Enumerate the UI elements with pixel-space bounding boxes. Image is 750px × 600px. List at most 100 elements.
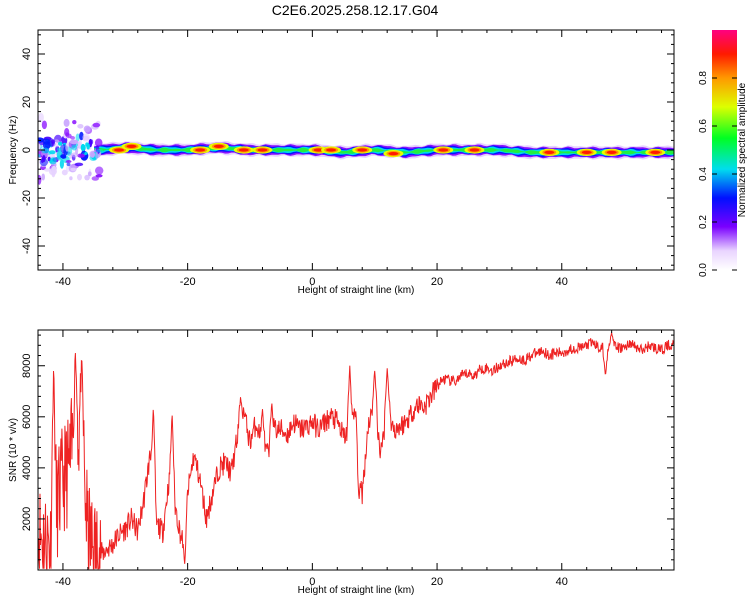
noise-blob xyxy=(75,133,80,142)
x-tick-label: -20 xyxy=(180,576,196,588)
noise-blob xyxy=(59,159,64,169)
noise-blob xyxy=(69,139,79,145)
x-tick-label: 20 xyxy=(431,576,443,588)
noise-blob xyxy=(66,162,71,167)
noise-blob xyxy=(92,122,101,128)
spectrogram-ticks: -40 -20 0 20 40 -40 -20 0 20 40 xyxy=(21,30,674,288)
ridge-peak xyxy=(213,144,224,148)
y-tick-label: 0 xyxy=(21,147,33,153)
y-tick-label: 2000 xyxy=(21,507,33,531)
noise-blob xyxy=(95,166,104,175)
ridge-peak xyxy=(650,150,661,154)
ridge-peak xyxy=(326,148,337,152)
noise-blob xyxy=(87,171,92,177)
x-tick-label: -40 xyxy=(55,276,71,288)
noise-blob xyxy=(69,176,73,181)
noise-blob xyxy=(65,143,69,152)
y-tick-label: -40 xyxy=(21,238,33,254)
x-tick-label: 0 xyxy=(309,576,315,588)
ridge-peak xyxy=(357,148,368,152)
noise-blob xyxy=(38,143,41,150)
noise-blob xyxy=(96,149,104,153)
noise-blob xyxy=(41,147,50,154)
noise-blob xyxy=(70,136,75,140)
noise-blob xyxy=(58,141,63,146)
noise-blob xyxy=(61,169,68,176)
colorbar-tick-label: 0.2 xyxy=(698,215,709,229)
ridge-peak xyxy=(469,148,480,152)
x-tick-label: -40 xyxy=(55,576,71,588)
snr-ticks: -40 -20 0 20 40 2000 4000 6000 8000 xyxy=(21,330,674,588)
x-tick-label: 40 xyxy=(556,276,568,288)
noise-blob xyxy=(77,173,82,181)
spectrogram-y-axis-label: Frequency (Hz) xyxy=(8,116,19,185)
colorbar-tick-label: 0.0 xyxy=(698,263,709,277)
noise-blob xyxy=(94,138,103,147)
noise-blob xyxy=(80,143,86,152)
x-tick-label: 20 xyxy=(431,276,443,288)
x-tick-label: 40 xyxy=(556,576,568,588)
noise-blob xyxy=(84,174,90,181)
ridge-peak xyxy=(195,148,206,152)
noise-blob xyxy=(38,112,44,123)
ridge-peak xyxy=(606,150,617,154)
ridge-peak xyxy=(238,148,249,152)
colorbar-tick-label: 0.6 xyxy=(698,119,709,133)
colorbar-ticks: 0.0 0.2 0.4 0.6 0.8 xyxy=(698,71,737,277)
colorbar-label: Normalized spectral amplitude xyxy=(737,82,748,217)
noise-blob xyxy=(71,144,78,151)
snr-series-line xyxy=(38,332,674,570)
x-tick-label: -20 xyxy=(180,276,196,288)
noise-blob xyxy=(50,139,56,145)
ridge-peak xyxy=(438,148,449,152)
noise-blob xyxy=(83,125,91,133)
snr-panel: -40 -20 0 20 40 2000 4000 6000 8000 Height of st… xyxy=(8,329,675,596)
y-tick-label: 20 xyxy=(21,96,33,108)
ridge-peak xyxy=(581,150,592,154)
noise-blob xyxy=(72,120,77,125)
snr-y-axis-label: SNR (10 * v/v) xyxy=(8,418,19,482)
noise-blob xyxy=(49,157,57,165)
noise-blob xyxy=(38,174,42,185)
y-tick-label: 6000 xyxy=(21,405,33,429)
noise-blob xyxy=(70,152,79,158)
colorbar-tick-label: 0.4 xyxy=(698,167,709,181)
noise-blob xyxy=(91,176,100,181)
noise-blob xyxy=(77,124,84,129)
ridge-peak xyxy=(114,148,125,152)
y-tick-label: 40 xyxy=(21,48,33,60)
noise-blob xyxy=(86,143,90,150)
noise-blob xyxy=(77,153,85,158)
snr-x-axis-label: Height of straight line (km) xyxy=(298,585,415,596)
spectrogram-image xyxy=(38,112,674,185)
colorbar-gradient xyxy=(712,30,737,270)
noise-blob xyxy=(95,151,99,160)
spectrogram-panel: -40 -20 0 20 40 -40 -20 0 20 40 Height of straigh… xyxy=(8,29,675,296)
colorbar-tick-label: 0.8 xyxy=(698,71,709,85)
x-tick-label: 0 xyxy=(309,276,315,288)
ridge-peak xyxy=(388,152,399,156)
ridge-peak xyxy=(126,144,137,148)
noise-blob xyxy=(48,168,57,176)
noise-blob xyxy=(38,154,41,158)
noise-blob xyxy=(60,154,67,159)
noise-blob xyxy=(82,133,90,142)
noise-blob xyxy=(90,151,95,158)
noise-blob xyxy=(70,167,77,172)
snr-frame xyxy=(37,329,675,571)
figure-title: C2E6.2025.258.12.17.G04 xyxy=(272,2,439,18)
y-tick-label: 8000 xyxy=(21,354,33,378)
ridge-peak xyxy=(544,150,555,154)
noise-blob xyxy=(40,157,44,164)
noise-blob xyxy=(56,147,62,152)
noise-blob xyxy=(41,120,48,130)
spectrogram-x-axis-label: Height of straight line (km) xyxy=(298,285,415,296)
noise-blob xyxy=(49,150,56,155)
noise-blob xyxy=(74,162,84,167)
noise-blob xyxy=(44,168,51,172)
noise-blob xyxy=(41,173,45,181)
noise-blob xyxy=(63,118,70,127)
ridge-peak xyxy=(313,148,324,152)
y-tick-label: -20 xyxy=(21,190,33,206)
noise-blob xyxy=(65,160,72,163)
